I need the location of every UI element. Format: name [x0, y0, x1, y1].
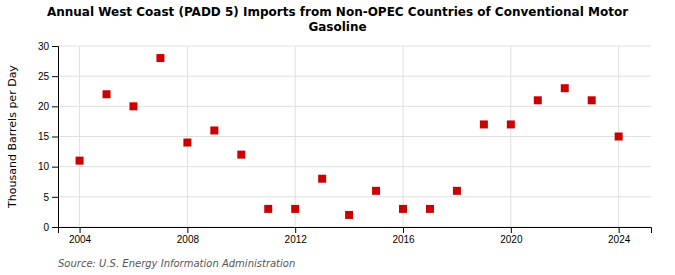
- point: [507, 120, 515, 128]
- point: [426, 205, 434, 213]
- point: [615, 133, 623, 141]
- x-axis: 2004 2008 2012 2016 2020 2024: [59, 227, 652, 245]
- grid-line-x: [510, 46, 511, 227]
- grid-line-x: [295, 46, 296, 227]
- grid: [58, 46, 651, 227]
- point: [291, 205, 299, 213]
- y-axis-tick-label: 15: [38, 131, 50, 142]
- y-axis-tick-mark: [52, 76, 58, 77]
- grid-line-x: [403, 46, 404, 227]
- x-axis-tick-mark: [80, 227, 81, 233]
- x-axis-line: [59, 228, 652, 234]
- source-note: Source: U.S. Energy Information Administ…: [58, 258, 295, 269]
- points: [76, 54, 623, 219]
- y-axis-tick: 10: [38, 161, 58, 172]
- point: [318, 175, 326, 183]
- point: [588, 96, 596, 104]
- plot-area: 2004 2008 2012 2016 2020 2024 0 5 10 15 20 25 30: [38, 41, 652, 245]
- point: [76, 157, 84, 165]
- y-axis-tick: 15: [38, 131, 58, 142]
- point: [264, 205, 272, 213]
- x-axis-tick-label: 2008: [177, 234, 200, 245]
- title: Annual West Coast (PADD 5) Imports from …: [47, 5, 628, 34]
- y-axis-tick-mark: [52, 167, 58, 168]
- y-axis-tick-label: 0: [43, 222, 49, 233]
- point: [561, 84, 569, 92]
- point: [183, 139, 191, 147]
- grid-line-y: [58, 136, 651, 137]
- x-axis-tick-label: 2020: [500, 234, 523, 245]
- grid-line-y: [58, 196, 651, 197]
- y-axis-tick-mark: [52, 46, 58, 47]
- y-axis-tick: 30: [38, 41, 58, 52]
- y-axis-tick-label: 25: [38, 71, 50, 82]
- y-axis-tick: 20: [38, 101, 58, 112]
- point: [237, 151, 245, 159]
- x-axis-tick-mark: [187, 227, 188, 233]
- y-axis-tick-mark: [52, 106, 58, 107]
- point: [129, 102, 137, 110]
- grid-line-x: [187, 46, 188, 227]
- y-axis-tick: 25: [38, 71, 58, 82]
- x-axis-tick-label: 2024: [608, 234, 631, 245]
- y-axis-tick: 0: [43, 222, 58, 233]
- point: [103, 90, 111, 98]
- y-axis-tick-mark: [52, 227, 58, 228]
- point: [345, 211, 353, 219]
- chart: 2004 2008 2012 2016 2020 2024 0 5 10 15 20 25 30 Annu…: [0, 0, 675, 275]
- grid-line-y: [58, 76, 651, 77]
- y-axis-tick-mark: [52, 137, 58, 138]
- x-axis-tick: 2012: [285, 227, 308, 245]
- y-axis-tick-label: 10: [38, 161, 50, 172]
- point: [156, 54, 164, 62]
- x-axis-tick: 2020: [500, 227, 523, 245]
- x-axis-tick-mark: [511, 227, 512, 233]
- x-axis-tick: 2024: [608, 227, 631, 245]
- point: [534, 96, 542, 104]
- grid-line-y: [58, 106, 651, 107]
- y-axis-tick-mark: [52, 197, 58, 198]
- grid-line-y: [58, 46, 651, 47]
- y-axis-tick-label: 5: [43, 192, 49, 203]
- x-axis-tick-mark: [295, 227, 296, 233]
- x-axis-tick-mark: [403, 227, 404, 233]
- x-axis-tick: 2004: [69, 227, 92, 245]
- point: [480, 120, 488, 128]
- y-axis-title: Thousand Barrels per Day: [6, 65, 19, 209]
- y-axis-line: [52, 47, 59, 228]
- x-axis-tick-mark: [619, 227, 620, 233]
- y-axis: 0 5 10 15 20 25 30: [38, 41, 59, 233]
- y-axis-tick: 5: [43, 192, 58, 203]
- point: [399, 205, 407, 213]
- x-axis-tick-label: 2004: [69, 234, 92, 245]
- y-axis-tick-label: 30: [38, 41, 50, 52]
- grid-line-x: [79, 46, 80, 227]
- x-axis-tick: 2008: [177, 227, 200, 245]
- y-axis-tick-label: 20: [38, 101, 50, 112]
- grid-line-y: [58, 166, 651, 167]
- point: [210, 126, 218, 134]
- point: [372, 187, 380, 195]
- point: [453, 187, 461, 195]
- x-axis-tick-label: 2012: [285, 234, 308, 245]
- x-axis-tick: 2016: [392, 227, 415, 245]
- x-axis-tick-label: 2016: [392, 234, 415, 245]
